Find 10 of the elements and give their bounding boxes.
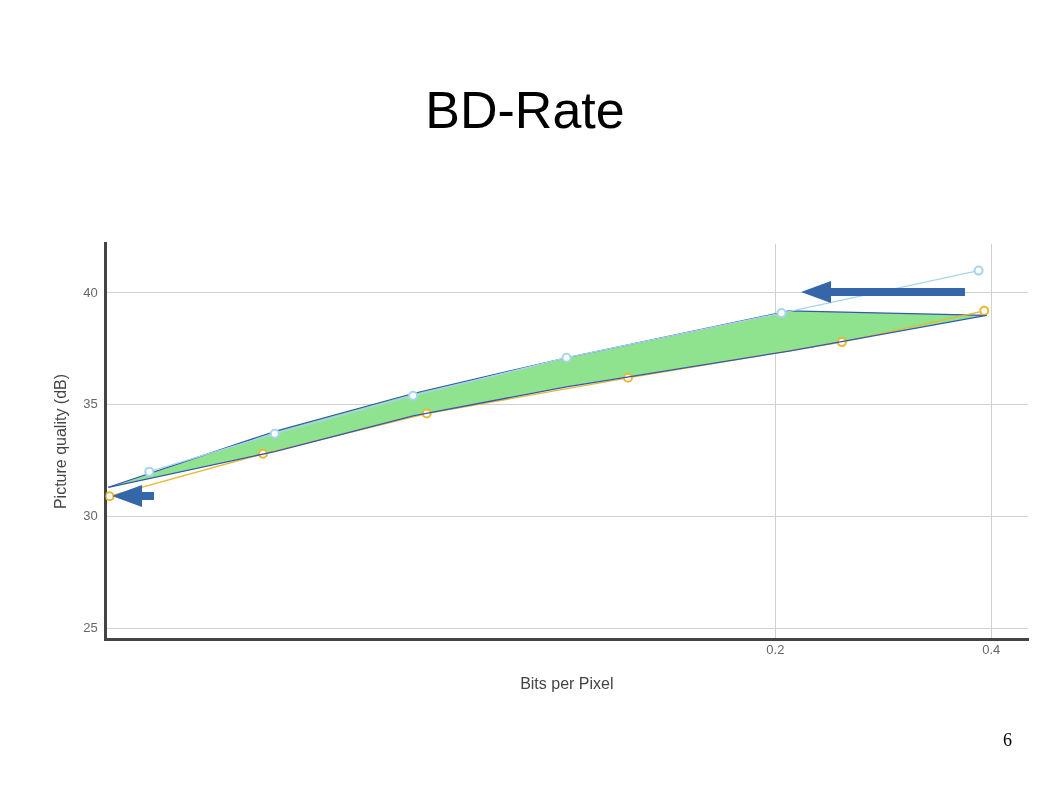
x-tick-label: 0.4 (982, 641, 1001, 657)
chart-title: BD-Rate (424, 80, 626, 140)
y-tick-label: 40 (83, 284, 98, 300)
y-tick-label: 35 (83, 396, 98, 412)
text: 6 (1003, 730, 1012, 751)
x-axis-title: Bits per Pixel (520, 674, 614, 692)
y-tick-label: 30 (83, 507, 98, 523)
x-tick-label: 0.2 (766, 641, 785, 657)
y-axis-title: Picture quality (dB) (52, 373, 70, 510)
y-tick-label: 25 (83, 619, 98, 635)
